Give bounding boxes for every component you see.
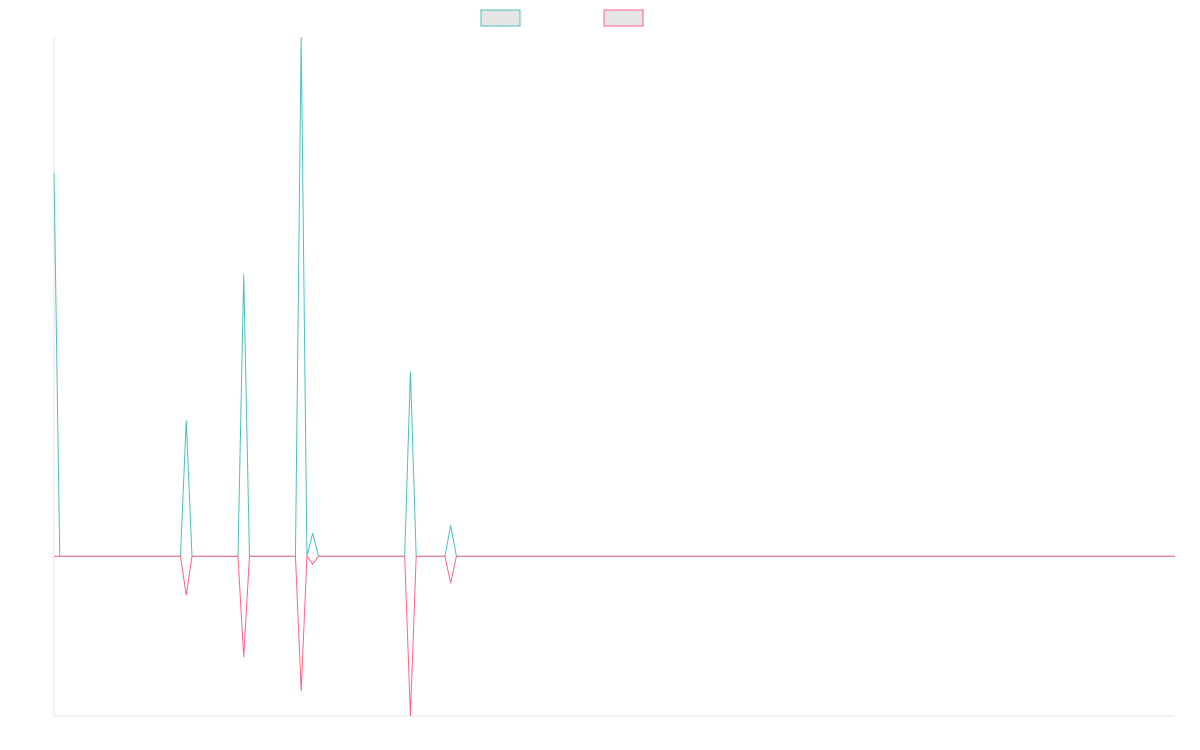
legend-swatch[interactable] xyxy=(480,9,521,27)
series-line xyxy=(53,36,1175,557)
series-line xyxy=(54,554,1175,717)
legend-swatch[interactable] xyxy=(603,9,644,27)
